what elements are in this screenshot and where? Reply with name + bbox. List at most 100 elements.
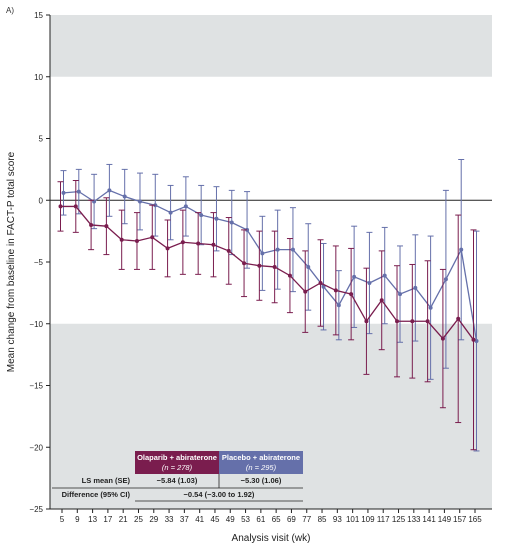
- x-tick-label: 25: [134, 515, 143, 524]
- ls-mean-label: LS mean (SE): [82, 476, 131, 485]
- olaparib-point: [226, 248, 231, 253]
- placebo-point: [76, 189, 81, 194]
- olaparib-point: [211, 242, 216, 247]
- placebo-point: [183, 204, 188, 209]
- x-tick-label: 21: [119, 515, 128, 524]
- x-tick-label: 125: [392, 515, 406, 524]
- x-tick-label: 5: [60, 515, 65, 524]
- olaparib-point: [287, 273, 292, 278]
- x-axis-title: Analysis visit (wk): [232, 533, 311, 544]
- shaded-region-upper: [50, 15, 492, 77]
- olaparib-point: [73, 204, 78, 209]
- placebo-series: [60, 158, 480, 452]
- placebo-header-cell: [219, 451, 303, 474]
- x-tick-label: 149: [438, 515, 452, 524]
- olaparib-point: [379, 298, 384, 303]
- olaparib-point: [150, 235, 155, 240]
- x-tick-label: 61: [256, 515, 265, 524]
- x-tick-label: 157: [453, 515, 467, 524]
- olaparib-point: [119, 237, 124, 242]
- placebo-point: [413, 285, 418, 290]
- x-tick-label: 117: [377, 515, 390, 524]
- x-tick-label: 101: [346, 515, 360, 524]
- placebo-point: [168, 210, 173, 215]
- placebo-header-label: Placebo + abiraterone: [222, 453, 300, 462]
- olaparib-header-cell: [135, 451, 219, 474]
- y-tick-label: −20: [29, 443, 43, 452]
- olaparib-point: [333, 288, 338, 293]
- placebo-point: [382, 273, 387, 278]
- x-tick-label: 69: [287, 515, 296, 524]
- ls-mean-placebo: −5.30 (1.06): [241, 476, 282, 485]
- x-tick-label: 85: [318, 515, 327, 524]
- placebo-point: [275, 247, 280, 252]
- y-ticks: 15 10 5 0 −5 −10 −15 −20 −25: [29, 11, 50, 514]
- x-tick-label: 33: [165, 515, 174, 524]
- x-tick-label: 37: [180, 515, 189, 524]
- olaparib-point: [180, 240, 185, 245]
- x-tick-label: 165: [468, 515, 482, 524]
- olaparib-point: [89, 222, 94, 227]
- placebo-point: [352, 274, 357, 279]
- panel-label: A): [6, 6, 14, 15]
- placebo-point: [398, 292, 403, 297]
- y-tick-label: −15: [29, 382, 43, 391]
- x-tick-label: 93: [333, 515, 342, 524]
- olaparib-point: [471, 337, 476, 342]
- y-tick-label: −5: [34, 258, 44, 267]
- x-tick-label: 41: [195, 515, 204, 524]
- olaparib-point: [395, 319, 400, 324]
- olaparib-n-label: (n = 278): [162, 463, 193, 472]
- placebo-point: [61, 190, 66, 195]
- x-tick-label: 77: [302, 515, 311, 524]
- placebo-point: [260, 251, 265, 256]
- olaparib-series: [57, 179, 477, 451]
- placebo-point: [459, 247, 464, 252]
- olaparib-point: [410, 319, 415, 324]
- placebo-point: [107, 188, 112, 193]
- placebo-point: [443, 277, 448, 282]
- y-tick-label: 15: [34, 11, 43, 20]
- placebo-point: [367, 280, 372, 285]
- y-tick-label: 0: [39, 196, 44, 205]
- olaparib-point: [425, 319, 430, 324]
- placebo-n-label: (n = 295): [246, 463, 277, 472]
- placebo-point: [428, 305, 433, 310]
- difference-label: Difference (95% CI): [62, 490, 131, 499]
- x-tick-label: 13: [88, 515, 97, 524]
- x-tick-label: 29: [149, 515, 158, 524]
- x-tick-label: 133: [407, 515, 421, 524]
- olaparib-line: [60, 205, 475, 341]
- placebo-point: [306, 264, 311, 269]
- olaparib-point: [272, 264, 277, 269]
- olaparib-point: [257, 263, 262, 268]
- y-tick-label: −25: [29, 505, 43, 514]
- olaparib-point: [134, 239, 139, 244]
- x-tick-label: 109: [361, 515, 375, 524]
- placebo-line: [63, 189, 478, 342]
- placebo-point: [137, 199, 142, 204]
- y-tick-label: −10: [29, 320, 43, 329]
- placebo-point: [336, 303, 341, 308]
- olaparib-point: [58, 204, 63, 209]
- olaparib-point: [318, 280, 323, 285]
- olaparib-point: [456, 316, 461, 321]
- placebo-point: [321, 284, 326, 289]
- olaparib-point: [440, 336, 445, 341]
- x-tick-label: 17: [103, 515, 112, 524]
- x-tick-label: 49: [226, 515, 235, 524]
- x-tick-label: 9: [75, 515, 80, 524]
- olaparib-header-label: Olaparib + abiraterone: [137, 453, 217, 462]
- placebo-point: [474, 339, 479, 344]
- x-ticks: 5 9 13 17 21 25 29 33 37 41 45 49 53 61 65 69 77 85 93 101 1…: [60, 509, 482, 524]
- summary-table: Olaparib + abiraterone (n = 278) Placebo…: [52, 451, 303, 502]
- x-tick-label: 53: [241, 515, 250, 524]
- olaparib-point: [349, 292, 354, 297]
- olaparib-point: [242, 261, 247, 266]
- olaparib-point: [303, 289, 308, 294]
- placebo-point: [122, 194, 127, 199]
- olaparib-point: [165, 246, 170, 251]
- placebo-point: [290, 247, 295, 252]
- olaparib-point: [364, 319, 369, 324]
